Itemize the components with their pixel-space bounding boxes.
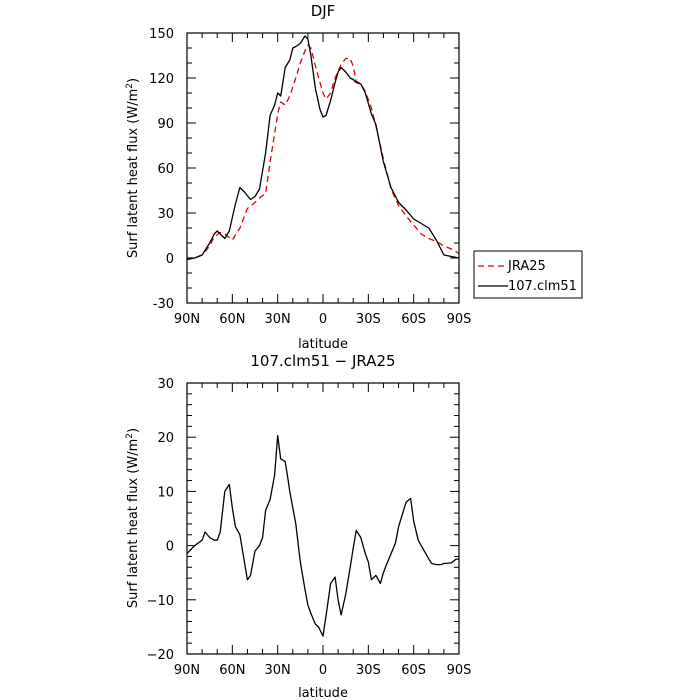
bottom-y-tick-label: 0 — [166, 540, 174, 555]
bottom-x-tick-label: 60N — [219, 663, 245, 678]
bottom-y-tick-label: 20 — [157, 431, 174, 446]
top-series-line-jra25 — [187, 44, 460, 259]
top-y-tick-label: 60 — [157, 162, 174, 177]
legend-label-jra25: JRA25 — [507, 259, 546, 274]
bottom-panel: 107.clm51 − JRA25 90N 60N 30N 0 30S 60S 90S −20… — [125, 352, 471, 700]
bottom-y-tick-label: −10 — [147, 594, 174, 609]
top-x-tick-label: 90S — [447, 312, 472, 327]
top-x-tick-label: 30S — [356, 312, 381, 327]
top-x-axis-label: latitude — [298, 337, 348, 352]
bottom-x-axis-label: latitude — [298, 686, 348, 700]
legend: JRA25 107.clm51 — [473, 250, 583, 299]
bottom-x-tick-label: 30S — [356, 663, 381, 678]
top-x-tick-label: 60N — [219, 312, 245, 327]
top-x-tick-label: 60S — [401, 312, 426, 327]
bottom-series-line-diff — [186, 434, 459, 637]
bottom-x-tick-label: 30N — [265, 663, 291, 678]
top-y-tick-label: 90 — [157, 117, 174, 132]
top-y-tick-label: 0 — [166, 252, 174, 267]
top-x-tick-label: 90N — [174, 312, 200, 327]
legend-box — [473, 250, 583, 299]
bottom-y-tick-label: −20 — [147, 648, 174, 663]
legend-label-clm51: 107.clm51 — [508, 279, 577, 294]
bottom-x-tick-label: 90N — [174, 663, 200, 678]
bottom-x-tick-label: 90S — [447, 663, 472, 678]
top-series-line-107-clm51 — [186, 35, 460, 261]
bottom-plot-frame — [186, 382, 460, 655]
bottom-y-tick-label: 10 — [157, 485, 174, 500]
top-panel: DJF 90N 60N 30N 0 30S 60S 90S-300306090120150 … — [125, 2, 583, 352]
bottom-x-tick-label: 60S — [401, 663, 426, 678]
top-y-tick-label: 150 — [149, 27, 174, 42]
top-y-tick-label: 120 — [149, 72, 174, 87]
top-chart-title: DJF — [311, 2, 336, 20]
top-x-tick-label: 0 — [319, 312, 327, 327]
top-x-tick-label: 30N — [265, 312, 291, 327]
bottom-x-tick-label: 0 — [319, 663, 327, 678]
top-y-tick-label: 30 — [157, 207, 174, 222]
top-y-tick-label: -30 — [153, 297, 174, 312]
bottom-y-tick-label: 30 — [157, 377, 174, 392]
top-y-axis-label: Surf latent heat flux (W/m2) — [125, 78, 141, 258]
top-plot-frame — [186, 32, 460, 304]
bottom-chart-title: 107.clm51 − JRA25 — [250, 352, 395, 370]
bottom-y-axis-label: Surf latent heat flux (W/m2) — [125, 428, 141, 608]
